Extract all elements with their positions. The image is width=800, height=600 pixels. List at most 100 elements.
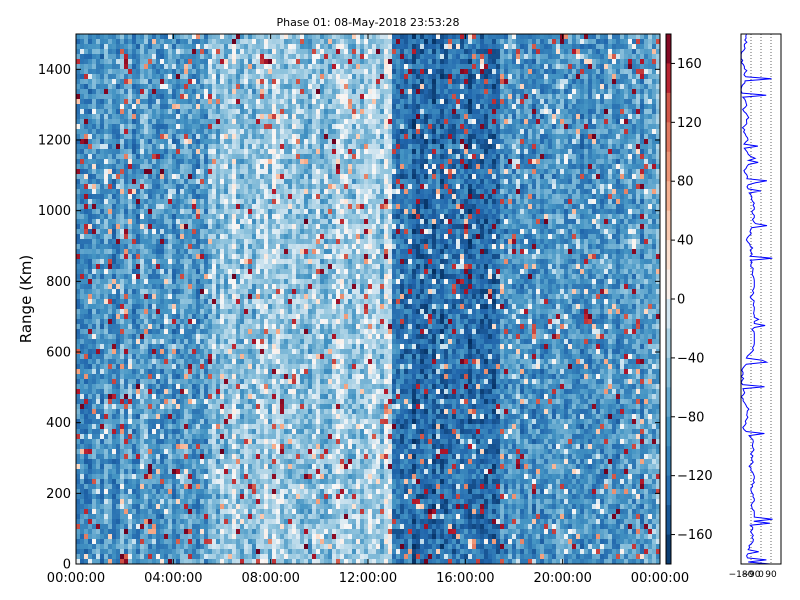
heatmap-cell (104, 514, 109, 520)
heatmap-cell (204, 334, 209, 340)
heatmap-cell (144, 344, 149, 350)
heatmap-cell (160, 444, 165, 450)
heatmap-cell (216, 554, 221, 560)
heatmap-cell (176, 329, 181, 335)
heatmap-cell (236, 124, 241, 130)
heatmap-cell (176, 524, 181, 530)
heatmap-cell (132, 319, 137, 325)
heatmap-cell (224, 354, 229, 360)
heatmap-cell (256, 344, 261, 350)
heatmap-cell (140, 264, 145, 270)
heatmap-cell (192, 154, 197, 160)
heatmap-cell (200, 324, 205, 330)
heatmap-cell (172, 479, 177, 485)
heatmap-cell (228, 449, 233, 455)
heatmap-cell (76, 159, 81, 165)
heatmap-cell (124, 554, 129, 560)
heatmap-cell (240, 429, 245, 435)
heatmap-cell (120, 524, 125, 530)
heatmap-cell (180, 259, 185, 265)
heatmap-cell (256, 254, 261, 260)
heatmap-cell (120, 314, 125, 320)
heatmap-cell (204, 174, 209, 180)
heatmap-cell (124, 309, 129, 315)
heatmap-cell (116, 289, 121, 295)
heatmap-cell (200, 479, 205, 485)
heatmap-cell (216, 239, 221, 245)
heatmap-cell (256, 379, 261, 385)
heatmap-cell (228, 419, 233, 425)
heatmap-cell (104, 399, 109, 405)
heatmap-cell (152, 304, 157, 310)
heatmap-cell (260, 69, 265, 75)
heatmap-cell (200, 319, 205, 325)
heatmap-cell (128, 399, 133, 405)
heatmap-cell (160, 84, 165, 90)
heatmap-cell (100, 354, 105, 360)
heatmap-cell (244, 234, 249, 240)
heatmap-cell (108, 114, 113, 120)
heatmap-cell (104, 529, 109, 535)
heatmap-cell (108, 434, 113, 440)
heatmap-cell (144, 44, 149, 50)
heatmap-cell (220, 319, 225, 325)
heatmap-cell (152, 354, 157, 360)
heatmap-cell (228, 399, 233, 405)
heatmap-cell (144, 49, 149, 55)
heatmap-cell (188, 229, 193, 235)
heatmap-cell (208, 284, 213, 290)
heatmap-cell (80, 489, 85, 495)
heatmap-cell (168, 529, 173, 535)
heatmap-cell (244, 254, 249, 260)
heatmap-cell (160, 429, 165, 435)
heatmap-cell (108, 269, 113, 275)
heatmap-cell (220, 274, 225, 280)
heatmap-cell (112, 314, 117, 320)
heatmap-cell (188, 204, 193, 210)
heatmap-cell (124, 394, 129, 400)
heatmap-cell (132, 184, 137, 190)
heatmap-cell (188, 189, 193, 195)
heatmap-cell (108, 139, 113, 145)
heatmap-cell (156, 354, 161, 360)
heatmap-cell (124, 339, 129, 345)
heatmap-cell (132, 84, 137, 90)
heatmap-cell (200, 504, 205, 510)
heatmap-cell (116, 554, 121, 560)
heatmap-cell (116, 414, 121, 420)
heatmap-cell (208, 514, 213, 520)
heatmap-cell (248, 469, 253, 475)
heatmap-cell (160, 119, 165, 125)
heatmap-cell (172, 69, 177, 75)
heatmap-cell (124, 549, 129, 555)
heatmap-cell (232, 234, 237, 240)
heatmap-cell (244, 409, 249, 415)
heatmap-cell (76, 534, 81, 540)
heatmap-cell (120, 389, 125, 395)
heatmap-cell (80, 244, 85, 250)
heatmap-cell (224, 269, 229, 275)
heatmap-cell (204, 559, 209, 565)
heatmap-cell (264, 89, 269, 95)
heatmap-cell (160, 449, 165, 455)
heatmap-cell (120, 54, 125, 60)
heatmap-cell (140, 474, 145, 480)
heatmap-cell (140, 544, 145, 550)
heatmap-cell (120, 219, 125, 225)
heatmap-cell (192, 159, 197, 165)
heatmap-cell (104, 484, 109, 490)
heatmap-cell (124, 529, 129, 535)
heatmap-cell (80, 179, 85, 185)
heatmap-cell (256, 509, 261, 515)
heatmap-cell (264, 69, 269, 75)
heatmap-cell (160, 319, 165, 325)
heatmap-cell (212, 59, 217, 65)
heatmap-cell (88, 444, 93, 450)
heatmap-cell (236, 39, 241, 45)
heatmap-cell (228, 254, 233, 260)
heatmap-cell (188, 99, 193, 105)
heatmap-cell (220, 124, 225, 130)
heatmap-cell (156, 59, 161, 65)
heatmap-cell (124, 264, 129, 270)
heatmap-cell (248, 394, 253, 400)
